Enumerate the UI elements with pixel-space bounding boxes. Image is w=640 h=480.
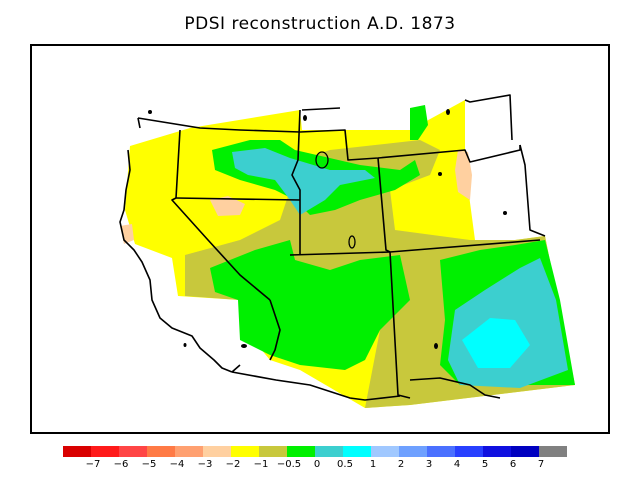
legend-tick-label: 6	[509, 459, 517, 470]
nevada-utah-boundary	[175, 197, 301, 201]
legend-swatch	[147, 446, 175, 457]
pacific-coastline	[119, 117, 233, 373]
oregon-north-boundary	[137, 117, 301, 133]
region-brightcyan	[462, 318, 530, 368]
legend-swatch	[455, 446, 483, 457]
region-cyan-north	[232, 148, 375, 215]
flathead-lake	[303, 115, 307, 121]
legend-swatch	[63, 446, 91, 457]
legend-swatch	[539, 446, 567, 457]
legend-tick-label: 0	[313, 459, 321, 470]
region-peach-nv	[210, 196, 245, 216]
lake-pw	[348, 235, 356, 249]
legend-tick-label: −5	[141, 459, 157, 470]
legend-swatch	[315, 446, 343, 457]
lake-sd	[503, 211, 507, 215]
south-mexico-coast	[231, 364, 241, 373]
east-boundary	[519, 144, 546, 237]
legend-swatch	[231, 446, 259, 457]
lake-az	[183, 343, 187, 347]
legend-tick-label: −3	[197, 459, 213, 470]
legend-tick-label: −4	[169, 459, 185, 470]
lake-sea	[241, 344, 247, 348]
legend-tick-label: −7	[85, 459, 101, 470]
legend-tick-label: −6	[113, 459, 129, 470]
legend-tick-label: 5	[481, 459, 489, 470]
montana-boundary	[301, 94, 513, 141]
legend-swatch	[399, 446, 427, 457]
legend-swatch	[343, 446, 371, 457]
lakes	[148, 109, 507, 349]
legend-tick-label: 7	[537, 459, 545, 470]
legend-tick-label: 2	[397, 459, 405, 470]
lake-wy	[438, 172, 442, 176]
lake-ca1	[148, 110, 152, 114]
legend-swatch	[287, 446, 315, 457]
wyoming-boundary	[299, 129, 521, 163]
legend-swatch	[175, 446, 203, 457]
legend-tick-label: 0.5	[337, 459, 353, 470]
color-legend	[63, 446, 567, 457]
region-peach-wy	[455, 150, 472, 200]
lake-ne	[446, 109, 450, 115]
legend-swatch	[203, 446, 231, 457]
legend-ticks: −7 −6 −5 −4 −3 −2 −1 −0.5 0 0.5 1 2 3 4 5 6 7	[63, 459, 583, 473]
map-frame	[30, 44, 610, 434]
state-boundaries	[119, 94, 546, 401]
legend-swatch	[91, 446, 119, 457]
region-green-central	[210, 240, 410, 370]
great-salt-lake	[315, 151, 329, 169]
legend-swatch	[119, 446, 147, 457]
arizona-nevada-boundary	[269, 299, 281, 361]
legend-swatch	[259, 446, 287, 457]
legend-swatch	[427, 446, 455, 457]
nevada-california-boundary	[171, 197, 271, 301]
legend-tick-label: 1	[369, 459, 377, 470]
new-mexico-texas-boundary	[409, 377, 501, 399]
idaho-boundary	[175, 109, 301, 255]
legend-swatch	[483, 446, 511, 457]
utah-arizona-boundary	[289, 251, 391, 256]
region-green-ne	[410, 105, 428, 140]
legend-tick-label: −0.5	[276, 459, 302, 470]
legend-tick-label: −2	[225, 459, 241, 470]
utah-colorado-boundary	[377, 157, 541, 253]
legend-tick-label: 4	[453, 459, 461, 470]
map-title: PDSI reconstruction A.D. 1873	[184, 14, 456, 34]
lake-nm	[434, 343, 438, 349]
colorado-new-mexico-boundary	[389, 251, 411, 399]
legend-tick-label: −1	[253, 459, 269, 470]
arizona-mexico-boundary	[231, 371, 401, 401]
legend-swatch	[511, 446, 539, 457]
legend-tick-label: 3	[425, 459, 433, 470]
legend-swatch	[371, 446, 399, 457]
